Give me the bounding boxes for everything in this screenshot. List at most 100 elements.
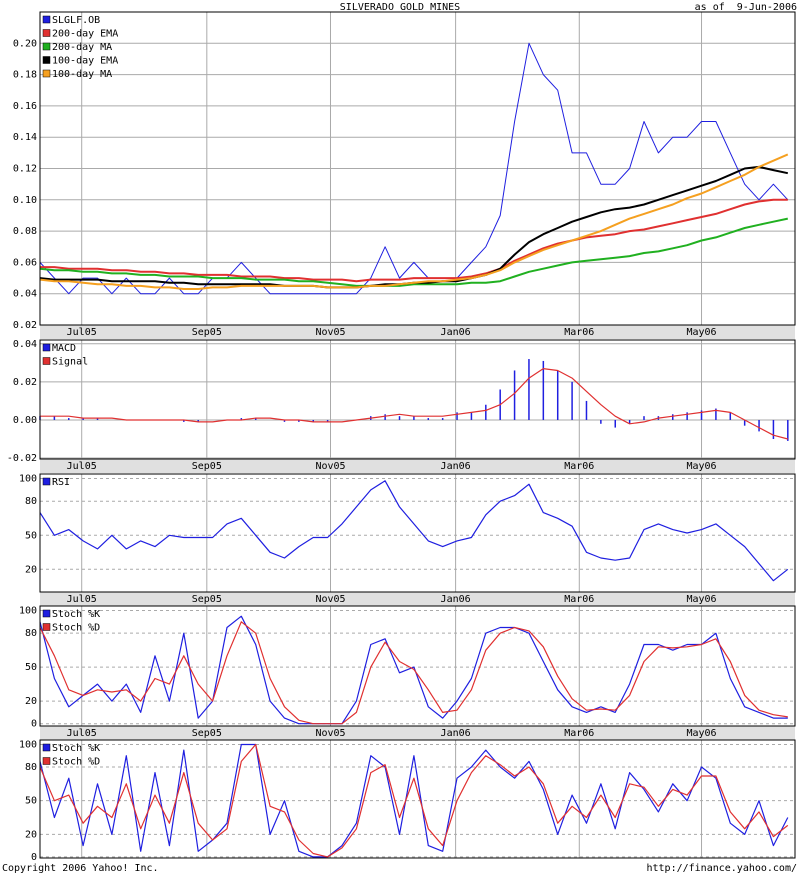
- panel: -0.02 0.00 0.02 0.04 Jul05 Sep05 Nov05 Jan06 Mar…: [7, 339, 796, 473]
- y-tick-label: 0: [31, 852, 37, 863]
- legend-label: Stoch %K: [52, 609, 100, 620]
- y-tick-label: 0.10: [13, 195, 37, 206]
- x-tick-label: Sep05: [192, 728, 222, 739]
- plot-area: [40, 474, 795, 592]
- x-tick-label: Mar06: [564, 594, 594, 605]
- series-line: [39, 480, 789, 582]
- x-label-band: [40, 592, 795, 606]
- x-tick-label: Mar06: [564, 728, 594, 739]
- x-tick-label: May06: [686, 327, 716, 338]
- y-tick-label: 0.18: [13, 70, 37, 81]
- legend-label: RSI: [52, 477, 70, 488]
- x-tick-label: Mar06: [564, 461, 594, 472]
- x-tick-label: Sep05: [192, 461, 222, 472]
- series-line: [39, 217, 789, 287]
- y-tick-label: 0.16: [13, 101, 37, 112]
- series-line: [40, 368, 788, 440]
- y-tick-label: 0.08: [13, 226, 37, 237]
- y-tick-label: 80: [25, 496, 37, 507]
- x-tick-label: Jul05: [67, 327, 97, 338]
- plot-border: [39, 339, 796, 460]
- y-tick-label: 0.12: [13, 164, 37, 175]
- x-tick-label: Sep05: [192, 327, 222, 338]
- legend-label: Signal: [52, 357, 88, 368]
- x-tick-label: Nov05: [315, 327, 345, 338]
- legend-swatch: [42, 56, 51, 64]
- legend-swatch: [42, 343, 51, 352]
- series-line: [39, 621, 788, 725]
- plot-border: [39, 605, 796, 727]
- legend-swatch: [42, 623, 51, 631]
- plot-border: [39, 473, 796, 593]
- legend-label: 200-day MA: [52, 42, 112, 53]
- plot-border: [39, 739, 796, 859]
- y-tick-label: 0: [31, 719, 37, 730]
- x-label-band: [40, 325, 795, 339]
- y-tick-label: 80: [25, 762, 37, 773]
- x-tick-label: Jan06: [441, 461, 471, 472]
- y-tick-label: 0.02: [13, 377, 37, 388]
- legend-swatch: [42, 69, 51, 78]
- x-tick-label: Jan06: [441, 728, 471, 739]
- legend-label: MACD: [52, 343, 76, 354]
- series-line: [39, 615, 788, 725]
- legend-label: Stoch %D: [52, 623, 100, 634]
- legend-label: 100-day MA: [52, 69, 112, 80]
- chart-title: SILVERADO GOLD MINES: [340, 2, 460, 13]
- y-tick-label: 0.04: [13, 289, 37, 300]
- panel: 20 50 80 100 Jul05 Sep05 Nov05 Jan06 Mar06 May06 R…: [19, 473, 796, 606]
- legend-label: Stoch %K: [52, 743, 100, 754]
- legend-swatch: [42, 757, 51, 765]
- x-tick-label: Mar06: [564, 327, 594, 338]
- plot-area: [40, 740, 795, 858]
- legend-swatch: [42, 29, 51, 37]
- panel: 0 20 50 80 100 Stoch %K Stoch %D: [19, 739, 796, 863]
- series-line: [39, 743, 789, 858]
- y-tick-label: 50: [25, 662, 37, 673]
- y-tick-label: 20: [25, 564, 37, 575]
- y-tick-label: 0.00: [13, 415, 37, 426]
- series-line: [39, 42, 789, 295]
- x-tick-label: Jan06: [441, 594, 471, 605]
- legend-swatch: [42, 609, 51, 618]
- y-tick-label: 50: [25, 530, 37, 541]
- legend-swatch: [42, 42, 51, 51]
- legend-label: Stoch %D: [52, 757, 100, 768]
- y-tick-label: 0.06: [13, 257, 37, 268]
- x-label-band: [40, 459, 795, 473]
- y-tick-label: 100: [19, 606, 37, 617]
- y-tick-label: 0.04: [13, 339, 37, 350]
- x-tick-label: Jul05: [67, 461, 97, 472]
- y-tick-label: 20: [25, 829, 37, 840]
- legend-label: SLGLF.OB: [52, 15, 100, 26]
- series-line: [39, 153, 789, 290]
- plot-border: [39, 11, 796, 326]
- panel: 0.02 0.04 0.06 0.08 0.10 0.12 0.14 0.16 0.18 0.20…: [13, 11, 796, 339]
- legend-label: 100-day EMA: [52, 56, 118, 67]
- y-tick-label: 100: [19, 474, 37, 485]
- legend-swatch: [42, 743, 51, 752]
- y-tick-label: 20: [25, 696, 37, 707]
- series-line: [39, 743, 789, 858]
- as-of-date: as of 9-Jun-2006: [695, 2, 797, 13]
- x-tick-label: Nov05: [315, 594, 345, 605]
- y-tick-label: 0.02: [13, 320, 37, 331]
- series-line: [40, 198, 788, 283]
- y-tick-label: 0.14: [13, 132, 37, 143]
- y-tick-label: 80: [25, 628, 37, 639]
- y-tick-label: 0.20: [13, 38, 37, 49]
- x-tick-label: Sep05: [192, 594, 222, 605]
- plot-area: [40, 340, 795, 459]
- y-tick-label: 100: [19, 739, 37, 750]
- x-tick-label: Nov05: [315, 461, 345, 472]
- y-tick-label: -0.02: [7, 453, 37, 464]
- x-tick-label: Jul05: [67, 728, 97, 739]
- legend-label: 200-day EMA: [52, 29, 118, 40]
- x-tick-label: Jul05: [67, 594, 97, 605]
- legend-swatch: [42, 15, 51, 24]
- x-tick-label: Nov05: [315, 728, 345, 739]
- legend-swatch: [42, 477, 51, 486]
- x-tick-label: May06: [686, 728, 716, 739]
- x-tick-label: May06: [686, 461, 716, 472]
